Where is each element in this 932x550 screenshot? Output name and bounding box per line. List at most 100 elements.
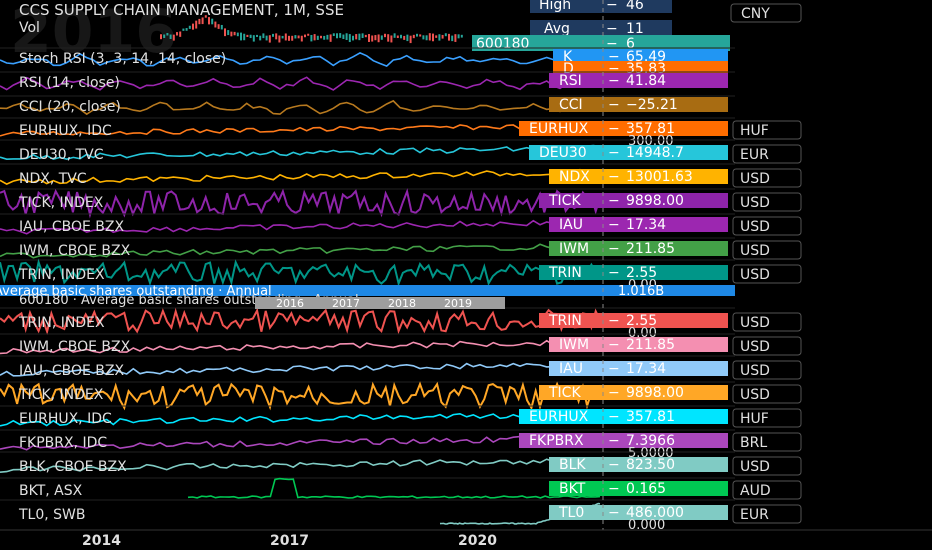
pane-stoch[interactable]: Stoch RSI (3, 3, 14, 14, close) K −65.49D −…: [0, 47, 735, 77]
price-candle: [435, 35, 438, 38]
pane-bkt[interactable]: BKT, ASX BKT −0.165 AUD: [0, 477, 802, 500]
currency-label[interactable]: USD: [732, 216, 802, 236]
indicator-panes[interactable]: Stoch RSI (3, 3, 14, 14, close) K −65.49D −…: [0, 47, 802, 533]
svg-text:USD: USD: [740, 315, 770, 331]
svg-text:USD: USD: [740, 387, 770, 403]
price-candle: [345, 33, 348, 40]
value-badge-tl0: TL0 −486.000: [549, 505, 728, 521]
price-candle: [396, 35, 399, 39]
currency-label[interactable]: HUF: [732, 120, 802, 140]
currency-label[interactable]: AUD: [732, 480, 802, 500]
series-line-fkpbrx: [0, 435, 601, 451]
pane-label: TL0, SWB: [18, 507, 86, 523]
badge-symbol: EURHUX: [529, 121, 589, 137]
year-option[interactable]: 2018: [388, 297, 416, 310]
currency-label[interactable]: USD: [732, 456, 802, 476]
pane-iwm2[interactable]: IWM, CBOE BZX IWM −211.85 USD: [0, 333, 802, 356]
pane-tick1[interactable]: TICK, INDEX TICK −9898.00 USD: [0, 188, 802, 219]
vol-label: Vol: [19, 20, 40, 36]
value-badge-eurhux1: EURHUX −357.81: [519, 121, 728, 137]
main-pane[interactable]: 2016 CCS SUPPLY CHAIN MANAGEMENT, 1M, SS…: [10, 0, 802, 67]
price-candle: [441, 34, 444, 39]
year-option[interactable]: 2019: [444, 297, 472, 310]
price-candle: [400, 34, 402, 39]
price-candle: [377, 34, 380, 43]
pane-label: TICK, INDEX: [18, 387, 104, 403]
currency-label[interactable]: USD: [732, 336, 802, 356]
price-candle: [323, 35, 326, 40]
badge-dash: −: [608, 481, 620, 497]
pane-rsi[interactable]: RSI (14, close) RSI −41.84: [0, 71, 735, 91]
badge-value: 357.81: [626, 121, 675, 137]
price-candle: [316, 35, 319, 40]
currency-label[interactable]: EUR: [732, 144, 802, 164]
currency-label[interactable]: USD: [732, 168, 802, 188]
year-selector[interactable]: 2016 2017 2018 2019: [255, 297, 505, 310]
price-candle: [304, 34, 306, 38]
currency-label[interactable]: EUR: [732, 504, 802, 524]
price-candle: [220, 24, 223, 30]
year-option[interactable]: 2017: [332, 297, 360, 310]
badge-dash: −: [608, 265, 620, 281]
price-candle: [320, 35, 322, 39]
price-candle: [214, 21, 217, 28]
series-line-iau1: [0, 218, 601, 235]
value-badge-blk: BLK −823.50: [549, 457, 728, 473]
badge-value: 7.3966: [626, 433, 675, 449]
pane-tl0[interactable]: TL0, SWB TL0 −486.0000.000 EUR: [0, 499, 802, 533]
badge-symbol: D: [563, 61, 574, 77]
currency-label[interactable]: USD: [732, 240, 802, 260]
price-candle: [233, 31, 236, 36]
currency-label[interactable]: USD: [732, 384, 802, 404]
price-candle: [259, 35, 262, 41]
series-line-tick1: [0, 188, 601, 219]
currency-label-main[interactable]: CNY: [730, 3, 802, 23]
svg-text:USD: USD: [740, 219, 770, 235]
currency-label[interactable]: HUF: [732, 408, 802, 428]
currency-label[interactable]: BRL: [732, 432, 802, 452]
currency-label[interactable]: USD: [732, 360, 802, 380]
pane-iau1[interactable]: IAU, CBOE BZX IAU −17.34 USD: [0, 213, 802, 236]
svg-text:CNY: CNY: [741, 6, 770, 22]
price-candle: [406, 34, 409, 42]
badge-symbol: IWM: [559, 241, 589, 257]
series-line-trin2: [0, 307, 601, 336]
price-candle: [358, 33, 361, 41]
badge-dash: −: [608, 61, 620, 77]
badge-dash: −: [608, 505, 620, 521]
price-candle: [185, 28, 188, 31]
pane-blk[interactable]: BLK, CBOE BZX BLK −823.50 USD: [0, 451, 802, 476]
price-candle: [412, 34, 415, 39]
year-option[interactable]: 2016: [276, 297, 304, 310]
pane-iwm1[interactable]: IWM, CBOE BZX IWM −211.85 USD: [0, 237, 802, 260]
pane-ndx[interactable]: NDX, TVC NDX −13001.63 USD: [0, 163, 802, 188]
pane-deu30[interactable]: DEU30, TVC DEU30 −14948.7 EUR: [0, 139, 802, 164]
price-candle: [329, 34, 332, 42]
currency-label[interactable]: USD: [732, 264, 802, 284]
badge-symbol: BLK: [559, 457, 586, 473]
svg-text:USD: USD: [740, 459, 770, 475]
badge-symbol: CCI: [559, 97, 583, 113]
price-candle: [342, 34, 345, 40]
currency-label[interactable]: USD: [732, 192, 802, 212]
price-candle: [262, 33, 265, 39]
badge-dash: −: [608, 121, 620, 137]
svg-text:−: −: [606, 21, 618, 37]
price-candle: [419, 34, 422, 37]
time-axis[interactable]: 2014 2017 2020: [0, 529, 932, 549]
pane-cci[interactable]: CCI (20, close) CCI − −25.21: [0, 95, 735, 116]
currency-label[interactable]: USD: [732, 312, 802, 332]
price-candle: [432, 33, 434, 42]
pane-iau2[interactable]: IAU, CBOE BZX IAU −17.34 USD: [0, 355, 802, 380]
badge-symbol: DEU30: [539, 145, 587, 161]
price-candle: [163, 34, 166, 38]
badge-symbol: TL0: [558, 505, 584, 521]
watermark: 2016: [10, 0, 177, 67]
badge-dash: −: [608, 433, 620, 449]
pane-eurhux2[interactable]: EURHUX, IDC EURHUX −357.81 HUF: [0, 405, 802, 428]
price-candle: [425, 35, 428, 41]
pane-tick2[interactable]: TICK, INDEX TICK −9898.00 USD: [0, 381, 802, 411]
